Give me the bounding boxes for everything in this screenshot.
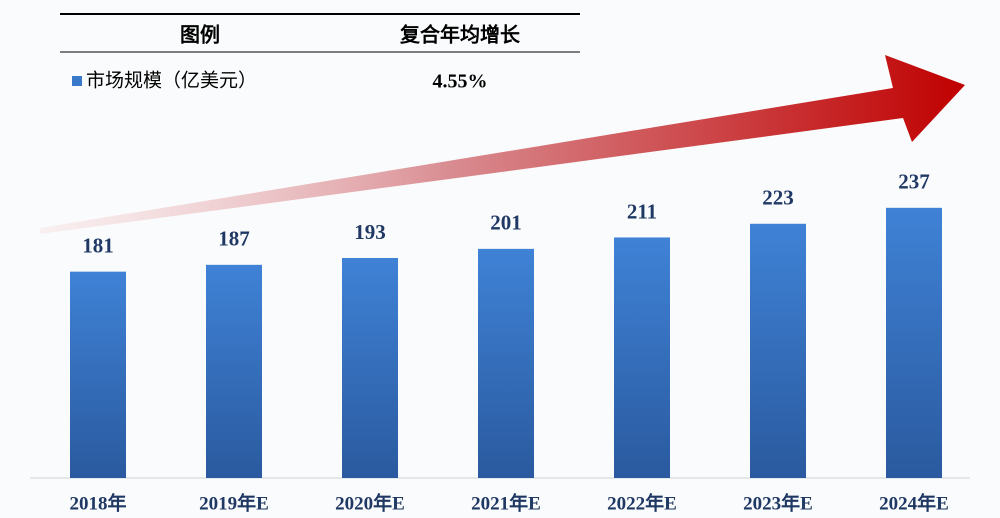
x-tick-label: 2024年E (879, 491, 949, 514)
cagr-value: 4.55% (433, 71, 488, 93)
legend-swatch (72, 76, 82, 86)
cagr-header: 复合年均增长 (399, 23, 521, 47)
bar (70, 271, 126, 478)
growth-arrow (40, 55, 965, 234)
bar (750, 223, 806, 478)
value-label: 193 (354, 220, 386, 244)
x-tick-label: 2022年E (607, 491, 677, 514)
value-label: 181 (82, 233, 114, 257)
value-label: 223 (762, 186, 794, 210)
x-tick-label: 2021年E (471, 491, 541, 514)
legend-label: 市场规模（亿美元） (86, 70, 257, 92)
value-label: 237 (898, 170, 930, 194)
legend-header: 图例 (180, 23, 220, 47)
bar (342, 257, 398, 478)
value-label: 211 (627, 199, 657, 223)
bar (478, 248, 534, 478)
x-tick-label: 2019年E (199, 491, 269, 514)
bar (886, 207, 942, 478)
value-label: 187 (218, 227, 250, 251)
bar (206, 264, 262, 478)
bar (614, 237, 670, 478)
value-label: 201 (490, 211, 522, 235)
x-tick-label: 2020年E (335, 491, 405, 514)
x-tick-label: 2023年E (743, 491, 813, 514)
x-tick-label: 2018年 (69, 491, 126, 514)
